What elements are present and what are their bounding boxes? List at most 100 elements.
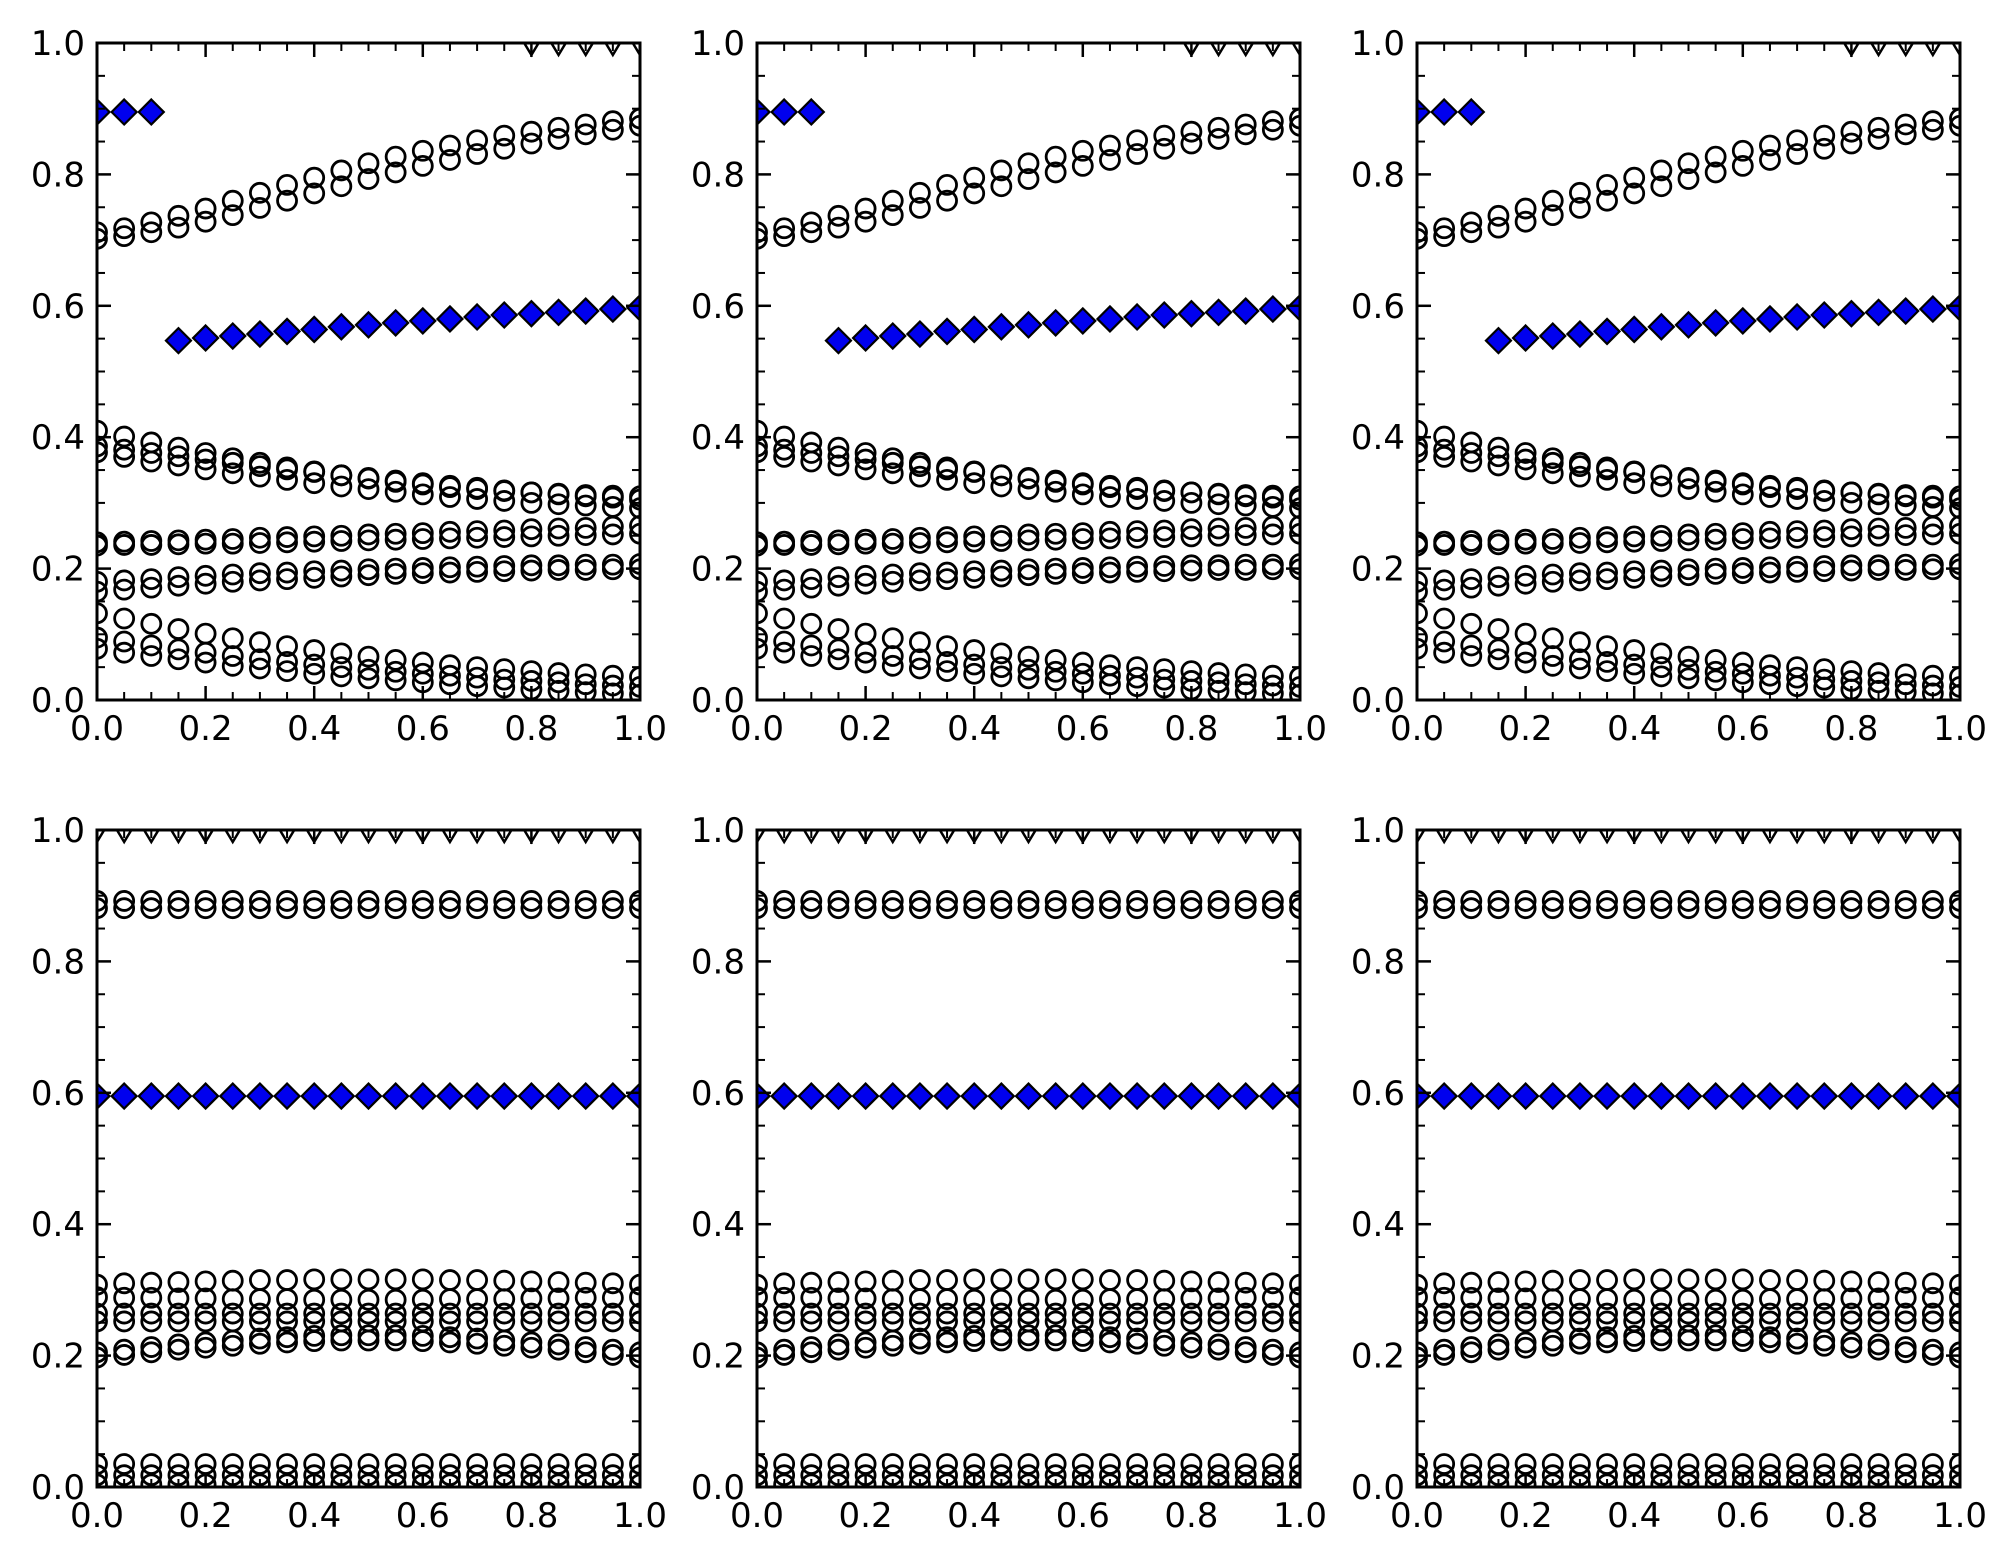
y-tick-label: 0.4 (691, 418, 745, 458)
x-tick-label: 0.0 (730, 709, 784, 749)
series-circle-mid-branch-3 (757, 441, 1300, 520)
y-tick-label: 0.0 (1351, 681, 1405, 721)
series-circle-low-band-1 (1417, 1453, 1960, 1475)
y-tick-label: 0.2 (31, 1337, 85, 1377)
x-tick-label: 0.8 (504, 709, 558, 749)
y-tick-label: 0.2 (1351, 550, 1405, 590)
y-tick-label: 0.6 (1351, 1074, 1405, 1114)
subplot-row1-col1: 0.0 0.2 0.4 0.6 0.8 1.0 0.0 0.2 0.4 0.6 0.8 1.0 (691, 811, 1327, 1539)
series-circle-upper-branch-2 (757, 114, 1300, 250)
x-tick-label: 0.4 (947, 709, 1001, 749)
subplot-row1-col0: 0.0 0.2 0.4 0.6 0.8 1.0 0.0 0.2 0.4 0.6 0.8 1.0 (31, 811, 667, 1539)
y-tick-label: 0.2 (31, 550, 85, 590)
axes-frame (1415, 41, 1962, 702)
y-tick-label: 1.0 (691, 24, 745, 64)
axes-frame (1415, 828, 1962, 1489)
series-circle-rising-branch-2 (757, 558, 1300, 603)
series-diamond-flat-band (757, 1082, 1300, 1111)
y-tick-label: 0.6 (691, 1074, 745, 1114)
series-diamond-flat-band (97, 1082, 640, 1111)
x-tick-label: 0.8 (1164, 1496, 1218, 1536)
y-tick-label: 0.8 (691, 155, 745, 195)
series-circle-mid-branch-2 (1417, 435, 1960, 511)
plot-canvas-r0c2: 0.0 0.2 0.4 0.6 0.8 1.0 0.0 0.2 0.4 0.6 0.8 1.0 (1351, 24, 1987, 749)
y-tick-label: 0.6 (31, 1074, 85, 1114)
subplot-row1-col2: 0.0 0.2 0.4 0.6 0.8 1.0 0.0 0.2 0.4 0.6 0.8 1.0 (1351, 811, 1987, 1539)
plot-canvas-r0c1: 0.0 0.2 0.4 0.6 0.8 1.0 0.0 0.2 0.4 0.6 0.8 1.0 (691, 24, 1327, 749)
y-tick-label: 0.4 (31, 1205, 85, 1245)
y-tick-label: 0.4 (691, 1205, 745, 1245)
x-tick-label: 0.8 (504, 1496, 558, 1536)
x-tick-label: 1.0 (1933, 1496, 1987, 1536)
y-tick-label: 0.6 (691, 287, 745, 327)
series-circle-wavy-band-2 (757, 1329, 1300, 1369)
series-circle-cluster-band-2 (757, 1286, 1300, 1311)
y-tick-label: 0.8 (1351, 155, 1405, 195)
series-circle-mid-branch-2 (757, 435, 1300, 511)
series-circle-flat-branch-1 (757, 514, 1300, 554)
y-tick-label: 1.0 (31, 811, 85, 851)
series-circle-rising-branch-2 (1417, 558, 1960, 603)
series-circle-flat-branch-2 (97, 522, 640, 557)
x-tick-label: 1.0 (1933, 709, 1987, 749)
subplot-row0-col2: 0.0 0.2 0.4 0.6 0.8 1.0 0.0 0.2 0.4 0.6 0.8 1.0 (1351, 24, 1987, 752)
series-circle-mid-branch-2 (97, 435, 640, 511)
x-tick-label: 0.8 (1824, 709, 1878, 749)
y-tick-label: 0.2 (1351, 1337, 1405, 1377)
series-diamond-branch (1484, 293, 1960, 355)
series-circle-high-band-1 (97, 890, 640, 912)
x-tick-label: 0.4 (1607, 1496, 1661, 1536)
series-circle-cluster-band-1 (757, 1268, 1300, 1296)
tick-labels: 0.0 0.2 0.4 0.6 0.8 1.0 0.0 0.2 0.4 0.6 0.8 1.0 (1351, 24, 1987, 749)
x-tick-label: 0.6 (1056, 709, 1110, 749)
x-tick-label: 0.2 (839, 709, 893, 749)
series-circle-cluster-band-3 (97, 1302, 640, 1325)
series-circle-lower-branch-1 (757, 602, 1300, 688)
y-tick-label: 0.8 (31, 155, 85, 195)
x-tick-label: 1.0 (613, 709, 667, 749)
tick-labels: 0.0 0.2 0.4 0.6 0.8 1.0 0.0 0.2 0.4 0.6 0.8 1.0 (691, 811, 1327, 1536)
x-tick-label: 0.0 (70, 1496, 124, 1536)
series-circle-wavy-band-2 (97, 1329, 640, 1369)
plot-canvas-r0c0: 0.0 0.2 0.4 0.6 0.8 1.0 0.0 0.2 0.4 0.6 0.8 1.0 (31, 24, 667, 749)
y-tick-label: 1.0 (31, 24, 85, 64)
series-circle-upper-branch-2 (97, 114, 640, 250)
axis-ticks (1415, 828, 1962, 1489)
series-circle-low-band-1 (757, 1453, 1300, 1475)
tick-labels: 0.0 0.2 0.4 0.6 0.8 1.0 0.0 0.2 0.4 0.6 0.8 1.0 (1351, 811, 1987, 1536)
x-tick-label: 0.2 (1499, 709, 1553, 749)
y-tick-label: 1.0 (1351, 24, 1405, 64)
x-tick-label: 0.6 (396, 709, 450, 749)
x-tick-label: 0.0 (1390, 1496, 1444, 1536)
y-tick-label: 0.4 (1351, 1205, 1405, 1245)
series-circle-high-band-1 (757, 890, 1300, 912)
series-circle-high-band-1 (1417, 890, 1960, 912)
series-circle-upper-branch-2 (1417, 114, 1960, 250)
subplot-row0-col0: 0.0 0.2 0.4 0.6 0.8 1.0 0.0 0.2 0.4 0.6 0.8 1.0 (31, 24, 667, 752)
subplot-row0-col1: 0.0 0.2 0.4 0.6 0.8 1.0 0.0 0.2 0.4 0.6 0.8 1.0 (691, 24, 1327, 752)
tick-labels: 0.0 0.2 0.4 0.6 0.8 1.0 0.0 0.2 0.4 0.6 0.8 1.0 (691, 24, 1327, 749)
series-circle-lower-branch-1 (1417, 602, 1960, 688)
plot-canvas-r1c2: 0.0 0.2 0.4 0.6 0.8 1.0 0.0 0.2 0.4 0.6 0.8 1.0 (1351, 811, 1987, 1536)
series-circle-high-band-2 (757, 897, 1300, 920)
y-tick-label: 0.6 (1351, 287, 1405, 327)
y-tick-label: 0.4 (1351, 418, 1405, 458)
series-circle-lower-branch-2 (97, 626, 640, 698)
x-tick-label: 0.0 (1390, 709, 1444, 749)
series-circle-flat-branch-1 (1417, 514, 1960, 554)
y-tick-label: 0.2 (691, 550, 745, 590)
axis-ticks (755, 41, 1302, 702)
x-tick-label: 0.0 (70, 709, 124, 749)
data-points (97, 43, 640, 700)
y-tick-label: 0.0 (31, 1468, 85, 1508)
axis-ticks (95, 828, 642, 1489)
y-tick-label: 0.8 (31, 942, 85, 982)
data-points (1417, 43, 1960, 700)
series-circle-cluster-band-3 (1417, 1302, 1960, 1325)
series-circle-flat-branch-2 (757, 522, 1300, 557)
series-circle-lower-branch-2 (757, 626, 1300, 698)
data-points (1417, 830, 1960, 1487)
x-tick-label: 0.4 (947, 1496, 1001, 1536)
x-tick-label: 1.0 (1273, 709, 1327, 749)
